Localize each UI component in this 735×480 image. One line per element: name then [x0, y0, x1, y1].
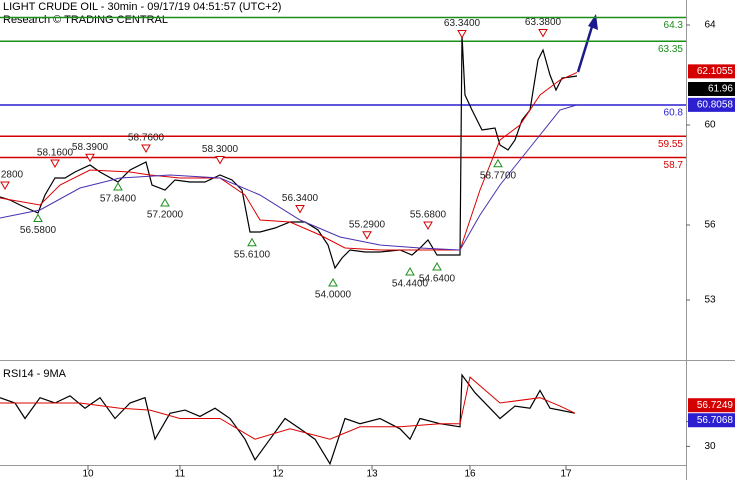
high-marker [423, 221, 433, 231]
low-label: 55.6100 [234, 249, 271, 260]
x-tick-label: 10 [82, 469, 94, 480]
high-label: 58.7600 [128, 133, 165, 144]
x-tick-label: 13 [366, 469, 378, 480]
level-label: 59.55 [658, 139, 683, 150]
high-label: 57.2800 [0, 170, 24, 181]
high-marker [457, 30, 467, 39]
level-label: 64.3 [664, 20, 684, 31]
high-marker [141, 144, 151, 154]
level-label: 60.8 [664, 108, 684, 119]
high-marker [85, 153, 95, 163]
high-marker [295, 205, 305, 214]
low-label: 54.6400 [419, 274, 456, 285]
high-label: 58.1600 [37, 148, 74, 159]
y-tick-label: 60 [704, 120, 716, 131]
low-marker [33, 213, 43, 222]
low-marker [493, 158, 503, 168]
high-label: 63.3800 [525, 17, 562, 28]
low-marker [328, 277, 338, 287]
level-label: 63.35 [658, 44, 683, 55]
low-label: 58.7700 [480, 170, 517, 181]
low-marker [432, 261, 442, 271]
high-marker [215, 156, 225, 165]
rsi-title: RSI14 - 9MA [3, 368, 67, 380]
chart-subtitle: Research © TRADING CENTRAL [3, 14, 168, 26]
series-line [0, 71, 578, 251]
low-label: 56.5800 [20, 225, 57, 236]
low-label: 54.4400 [392, 279, 429, 290]
x-tick-label: 12 [272, 469, 284, 480]
y-tick-label: 56 [704, 220, 716, 231]
value-box-label: 61.96 [708, 84, 733, 95]
high-marker [538, 29, 548, 38]
level-label: 58.7 [664, 160, 684, 171]
high-label: 56.3400 [282, 193, 319, 204]
series-line [0, 34, 578, 270]
high-label: 58.3000 [202, 144, 239, 155]
low-marker [113, 181, 123, 191]
value-box-label: 60.8058 [697, 99, 734, 110]
value-box [688, 64, 735, 79]
series-line [0, 104, 578, 251]
value-box-label: 56.7249 [697, 400, 734, 411]
y-tick-label: 53 [704, 295, 716, 306]
value-box-label: 56.7068 [697, 415, 734, 426]
low-label: 57.2000 [147, 210, 184, 221]
x-tick-label: 17 [560, 469, 572, 480]
x-tick-label: 11 [175, 469, 186, 480]
high-marker [362, 231, 372, 240]
x-tick-label: 16 [464, 469, 476, 480]
high-marker [50, 159, 60, 169]
value-box-label: 62.1055 [697, 66, 734, 77]
low-label: 54.0000 [315, 290, 352, 301]
high-label: 55.2900 [349, 219, 386, 230]
forecast-arrow [576, 19, 596, 73]
high-marker [0, 181, 10, 191]
y-tick-label: 30 [704, 441, 716, 452]
value-box [688, 413, 735, 428]
high-label: 58.3900 [72, 142, 109, 153]
chart-title: LIGHT CRUDE OIL - 30min - 09/17/19 04:51… [3, 1, 281, 13]
value-box [688, 82, 735, 96]
y-tick-label: 64 [704, 20, 716, 31]
high-label: 55.6800 [410, 210, 447, 221]
high-label: 63.3400 [444, 18, 481, 29]
low-marker [160, 197, 170, 207]
series-line [0, 376, 576, 440]
low-marker [405, 266, 415, 276]
low-marker [247, 237, 257, 247]
low-label: 57.8400 [100, 194, 137, 205]
series-line [0, 373, 576, 466]
value-box [688, 398, 735, 413]
value-box [688, 97, 735, 112]
